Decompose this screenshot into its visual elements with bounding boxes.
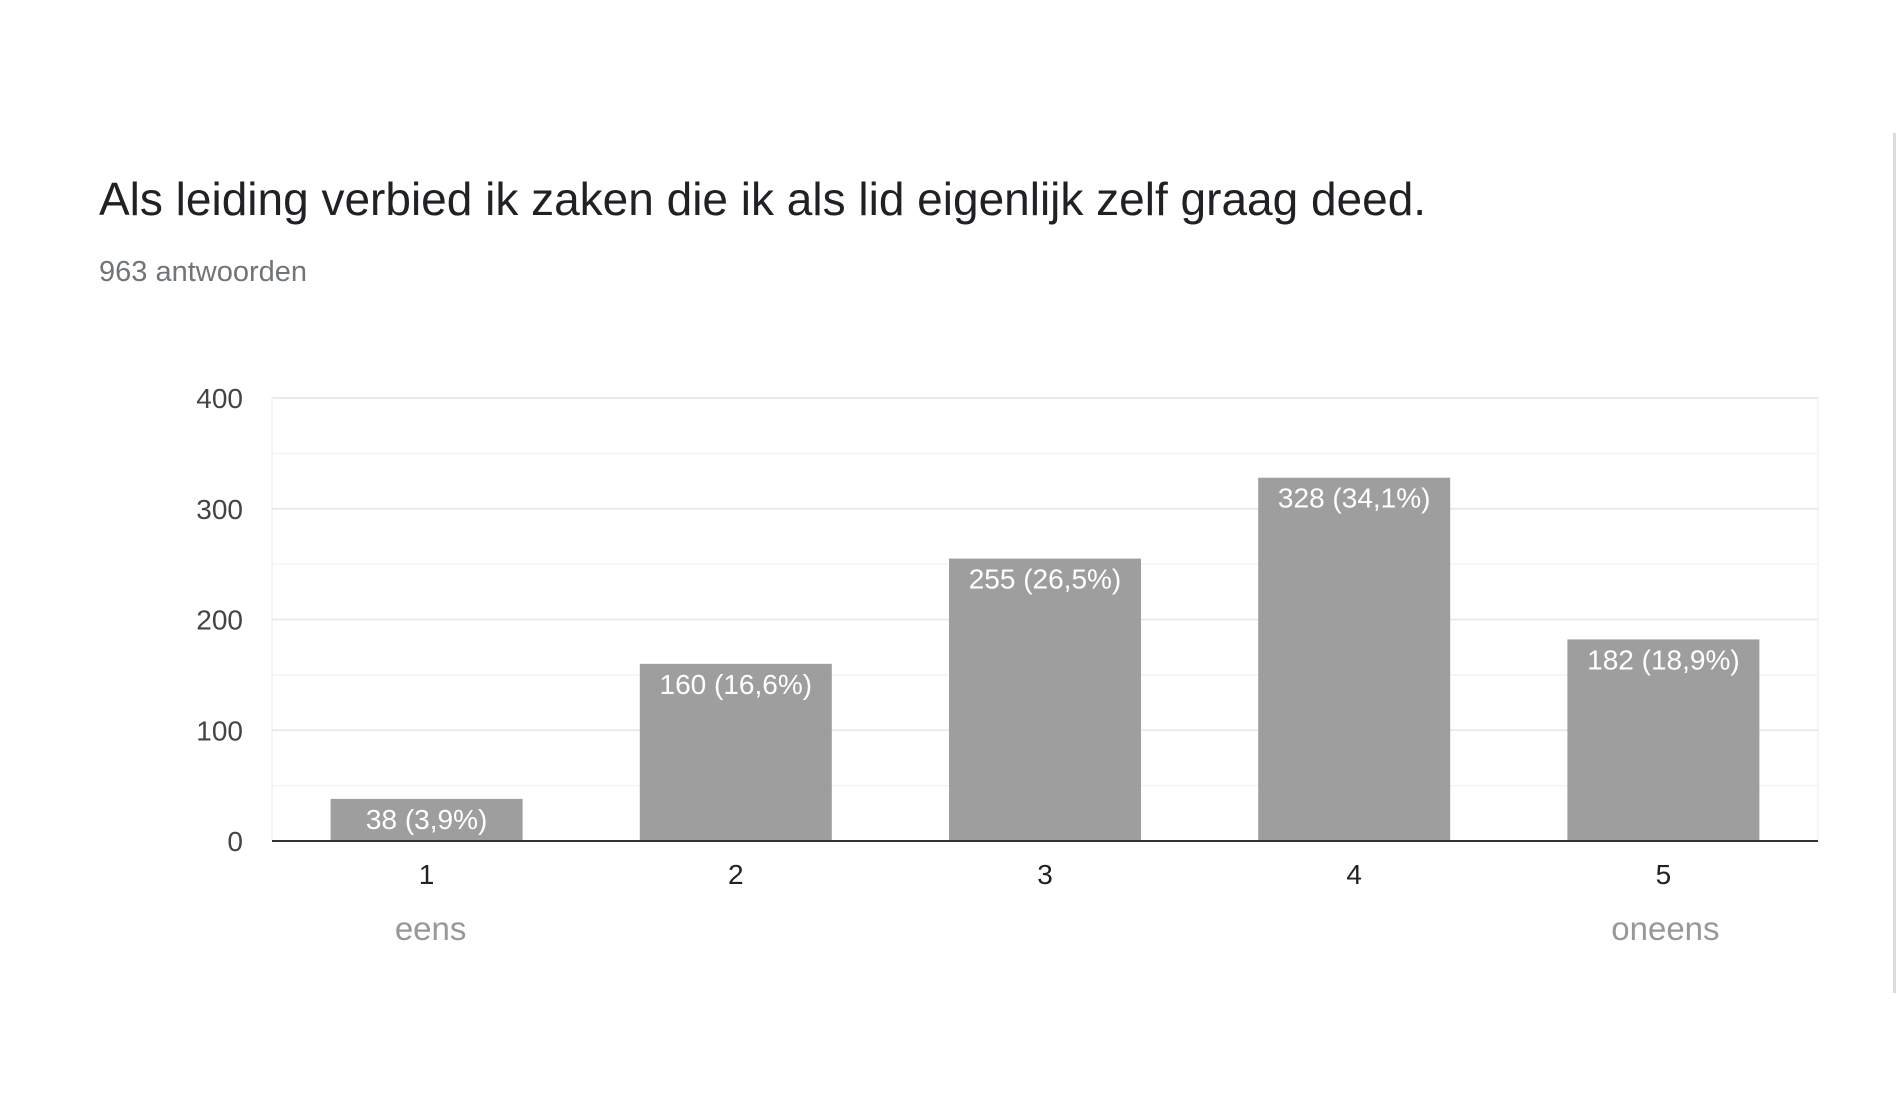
y-tick-label: 0 <box>227 826 243 857</box>
y-tick-label: 200 <box>196 605 243 636</box>
bar <box>330 798 523 841</box>
scale-high-label: oneens <box>1611 910 1719 947</box>
x-tick-label: 1 <box>419 859 435 890</box>
x-tick-label: 5 <box>1656 859 1672 890</box>
bar-data-label: 255 (26,5%) <box>969 564 1122 595</box>
x-tick-label: 4 <box>1346 859 1362 890</box>
x-tick-label: 2 <box>728 859 744 890</box>
bar <box>949 558 1141 841</box>
bar <box>1258 477 1451 841</box>
scale-low-label: eens <box>395 910 467 947</box>
card-right-border <box>1893 133 1896 993</box>
response-count: 963 antwoorden <box>99 256 307 288</box>
question-title: Als leiding verbied ik zaken die ik als … <box>99 173 1427 225</box>
bar-data-label: 182 (18,9%) <box>1587 644 1740 675</box>
y-tick-label: 400 <box>196 383 243 414</box>
y-tick-label: 100 <box>196 715 243 746</box>
bar-data-label: 160 (16,6%) <box>660 669 813 700</box>
x-tick-label: 3 <box>1037 859 1053 890</box>
bar-data-label: 328 (34,1%) <box>1278 483 1431 514</box>
bar <box>1567 639 1760 841</box>
y-tick-label: 300 <box>196 494 243 525</box>
bar <box>639 663 832 841</box>
bar-data-label: 38 (3,9%) <box>366 804 487 835</box>
